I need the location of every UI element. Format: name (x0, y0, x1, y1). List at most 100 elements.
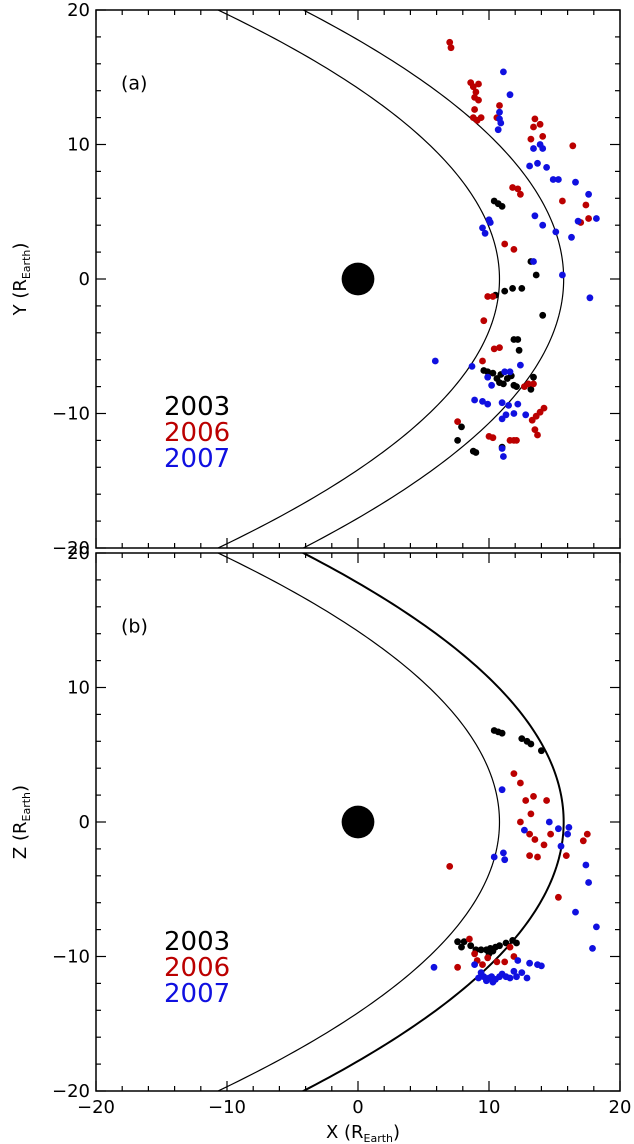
point-2007 (593, 923, 600, 931)
point-2007 (585, 879, 592, 886)
point-2006 (484, 954, 492, 962)
point-2007 (506, 974, 514, 982)
y-tick-label: 20 (67, 0, 90, 21)
point-2006 (522, 797, 530, 804)
point-2006 (469, 83, 477, 91)
point-2007 (501, 368, 509, 376)
point-2006 (527, 135, 535, 143)
point-2007 (500, 68, 507, 76)
point-2006 (510, 246, 518, 253)
magnetopause-curve (216, 553, 501, 1091)
point-2007 (471, 396, 478, 404)
point-2006 (527, 810, 535, 818)
x-axis-label-sub: Earth (364, 1132, 394, 1144)
point-2006 (524, 380, 532, 388)
point-2007 (485, 216, 493, 224)
point-2007 (555, 825, 562, 833)
point-2007 (526, 162, 533, 170)
point-2006 (501, 958, 509, 966)
point-2007 (539, 145, 547, 152)
point-2006 (484, 293, 492, 300)
point-2007 (500, 849, 507, 857)
point-2003 (472, 449, 480, 456)
point-2003 (514, 336, 522, 343)
point-2007 (506, 91, 514, 99)
point-2007 (564, 830, 571, 838)
point-2007 (539, 221, 547, 229)
point-2006 (562, 852, 570, 859)
point-2006 (531, 115, 539, 123)
point-2007 (498, 445, 506, 452)
point-2006 (530, 123, 537, 131)
point-2007 (479, 398, 486, 405)
point-2007 (498, 399, 506, 407)
point-2007 (498, 786, 506, 794)
y-axis-label-main: Z (R (10, 821, 31, 859)
point-2003 (458, 943, 465, 951)
point-2003 (496, 942, 503, 950)
point-2006 (526, 852, 533, 859)
earth-marker (341, 805, 375, 839)
legend-entry-2006: 2006 (164, 953, 230, 983)
y-axis-label-sub: Earth (20, 250, 33, 280)
point-2007 (555, 176, 562, 183)
point-2003 (498, 203, 506, 210)
point-2006 (526, 830, 533, 838)
point-2006 (454, 418, 461, 425)
point-2007 (484, 400, 492, 408)
point-2003 (530, 373, 537, 381)
y-tick-label: 10 (67, 678, 90, 699)
y-axis-label-close: ) (10, 785, 31, 792)
legend-entry-2003: 2003 (164, 392, 230, 422)
point-2007 (523, 974, 531, 982)
y-tick-label: −20 (52, 1081, 90, 1102)
point-2007 (514, 957, 522, 964)
magnetopause-curve (216, 10, 501, 548)
point-2007 (589, 945, 596, 952)
x-tick-label: −10 (208, 1097, 246, 1118)
point-2006 (471, 950, 478, 958)
point-2006 (528, 416, 536, 424)
earth-marker (341, 262, 375, 296)
point-2003 (509, 285, 516, 292)
point-2003 (489, 369, 497, 377)
point-2007 (506, 368, 514, 376)
point-2003 (454, 938, 461, 946)
legend-entry-2003: 2003 (164, 927, 230, 957)
point-2007 (484, 373, 492, 381)
point-2007 (468, 363, 476, 370)
point-2006 (536, 120, 544, 128)
point-2006 (579, 837, 587, 845)
point-2003 (458, 423, 465, 431)
point-2006 (514, 185, 522, 193)
point-2007 (572, 908, 579, 916)
point-2007 (430, 963, 438, 971)
point-2006 (446, 38, 454, 46)
point-2006 (582, 201, 590, 209)
y-tick-label: 20 (67, 543, 90, 564)
axis-ticks (95, 9, 621, 549)
legend-entry-2007: 2007 (164, 979, 230, 1009)
point-2006 (490, 345, 498, 353)
point-2007 (475, 974, 482, 982)
y-tick-label: −20 (52, 538, 90, 559)
y-tick-label: −10 (52, 404, 90, 425)
point-2003 (477, 946, 485, 954)
point-2006 (466, 935, 473, 943)
point-2007 (582, 861, 590, 869)
y-axis-label-sub: Earth (20, 792, 33, 822)
point-2007 (505, 402, 512, 409)
point-2006 (489, 293, 497, 300)
point-2003 (467, 942, 475, 950)
point-2007 (431, 357, 439, 365)
point-2007 (545, 818, 553, 826)
point-2003 (484, 368, 492, 376)
point-2006 (479, 357, 486, 365)
point-2003 (513, 383, 520, 390)
point-2003 (515, 346, 523, 354)
point-2007 (557, 842, 565, 850)
point-2007 (518, 969, 526, 976)
legend-entry-2007: 2007 (164, 444, 230, 474)
